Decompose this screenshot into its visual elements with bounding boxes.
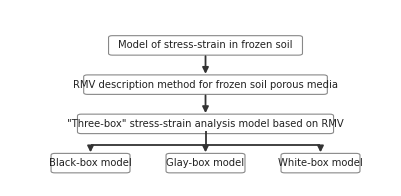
FancyBboxPatch shape <box>281 153 360 173</box>
Text: White-box model: White-box model <box>278 158 363 168</box>
Text: "Three-box" stress-strain analysis model based on RMV: "Three-box" stress-strain analysis model… <box>67 119 344 129</box>
FancyBboxPatch shape <box>166 153 245 173</box>
FancyBboxPatch shape <box>77 114 334 134</box>
FancyBboxPatch shape <box>109 36 302 55</box>
Text: Model of stress-strain in frozen soil: Model of stress-strain in frozen soil <box>118 40 293 50</box>
Text: RMV description method for frozen soil porous media: RMV description method for frozen soil p… <box>73 80 338 90</box>
Text: Glay-box model: Glay-box model <box>166 158 245 168</box>
FancyBboxPatch shape <box>51 153 130 173</box>
Text: Black-box model: Black-box model <box>49 158 132 168</box>
FancyBboxPatch shape <box>84 75 327 94</box>
